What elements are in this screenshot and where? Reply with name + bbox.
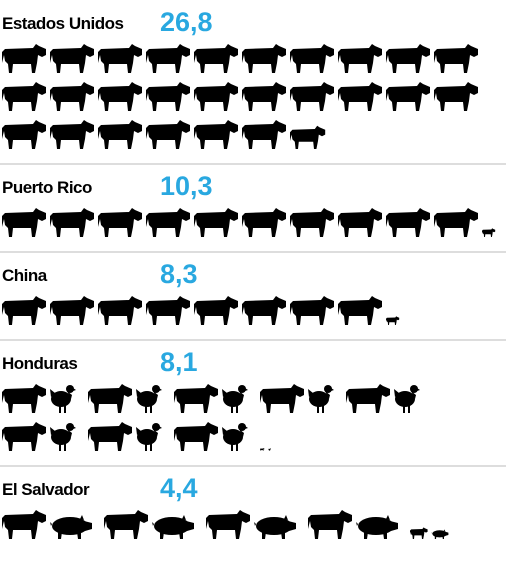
icon-chicken (268, 448, 271, 451)
icon-cow (146, 208, 190, 237)
icon-cow (2, 296, 46, 325)
icon-cow (308, 510, 352, 539)
icon-cow (194, 120, 238, 149)
country-label: China (2, 266, 48, 285)
country-label: El Salvador (2, 480, 90, 499)
icon-chicken (308, 385, 334, 413)
icon-cow (146, 296, 190, 325)
icon-cow (50, 44, 94, 73)
icon-cow (194, 208, 238, 237)
icon-cow (346, 384, 390, 413)
icon-cow (338, 82, 382, 111)
icon-cow (50, 296, 94, 325)
icon-cow (338, 296, 382, 325)
icon-cow (434, 44, 478, 73)
icon-cow (434, 208, 478, 237)
icon-cow (386, 82, 430, 111)
icon-chicken (136, 423, 162, 451)
icon-cow (2, 44, 46, 73)
icon-cow (50, 120, 94, 149)
icon-cow (50, 208, 94, 237)
value-label: 8,3 (160, 259, 198, 289)
icon-cow (386, 44, 430, 73)
icon-pig (356, 515, 398, 539)
icon-cow (386, 208, 430, 237)
icon-cow (98, 120, 142, 149)
icon-chicken (394, 385, 420, 413)
icon-cow (290, 82, 334, 111)
value-label: 10,3 (160, 171, 213, 201)
value-label: 26,8 (160, 7, 213, 37)
icon-cow (88, 422, 132, 451)
icon-cow (242, 82, 286, 111)
icon-cow (174, 422, 218, 451)
icon-cow (194, 44, 238, 73)
icon-cow (98, 296, 142, 325)
icon-cow (242, 120, 286, 149)
icon-cow (242, 44, 286, 73)
icon-cow (174, 384, 218, 413)
icon-chicken (222, 385, 248, 413)
icon-cow (50, 82, 94, 111)
icon-cow (242, 296, 286, 325)
icon-cow (98, 208, 142, 237)
icon-pig (152, 515, 194, 539)
icon-cow (146, 44, 190, 73)
icon-cow (410, 527, 428, 539)
icon-cow (290, 296, 334, 325)
icon-pig (50, 515, 92, 539)
icon-cow (206, 510, 250, 539)
icon-cow (434, 82, 478, 111)
icon-cow (2, 422, 46, 451)
icon-cow (2, 82, 46, 111)
icon-cow (386, 316, 400, 325)
country-label: Honduras (2, 354, 77, 373)
icon-cow (260, 384, 304, 413)
icon-cow (482, 228, 496, 237)
icon-cow (260, 448, 265, 451)
icon-chicken (222, 423, 248, 451)
icon-cow (290, 125, 326, 149)
icon-chicken (136, 385, 162, 413)
icon-cow (88, 384, 132, 413)
icon-cow (2, 120, 46, 149)
icon-cow (194, 296, 238, 325)
icon-chicken (50, 423, 76, 451)
country-label: Puerto Rico (2, 178, 92, 197)
icon-cow (2, 384, 46, 413)
icon-cow (146, 120, 190, 149)
icon-cow (2, 510, 46, 539)
icon-pig (254, 515, 296, 539)
icon-cow (338, 44, 382, 73)
icon-cow (104, 510, 148, 539)
icon-pig (431, 529, 449, 539)
icon-cow (146, 82, 190, 111)
icon-chicken (50, 385, 76, 413)
country-label: Estados Unidos (2, 14, 124, 33)
icon-cow (2, 208, 46, 237)
value-label: 4,4 (160, 473, 198, 503)
icon-cow (98, 82, 142, 111)
icon-cow (290, 208, 334, 237)
icon-cow (290, 44, 334, 73)
icon-cow (338, 208, 382, 237)
value-label: 8,1 (160, 347, 198, 377)
icon-cow (242, 208, 286, 237)
icon-cow (98, 44, 142, 73)
icon-cow (194, 82, 238, 111)
